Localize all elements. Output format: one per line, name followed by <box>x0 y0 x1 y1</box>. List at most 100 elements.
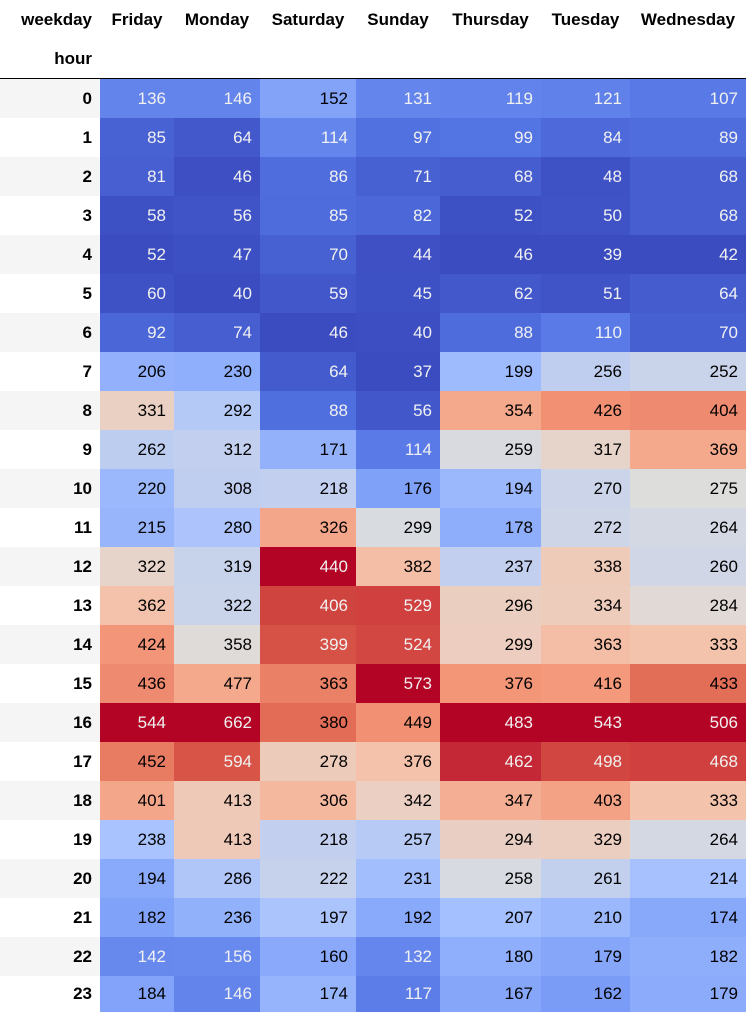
heatmap-cell: 51 <box>541 274 630 313</box>
heatmap-cell: 662 <box>174 703 260 742</box>
heatmap-cell: 286 <box>174 859 260 898</box>
heatmap-cell: 110 <box>541 313 630 352</box>
heatmap-cell: 86 <box>260 157 356 196</box>
heatmap-cell: 331 <box>100 391 174 430</box>
heatmap-cell: 477 <box>174 664 260 703</box>
column-header-sunday: Sunday <box>356 0 440 39</box>
heatmap-cell: 231 <box>356 859 440 898</box>
heatmap-cell: 64 <box>174 118 260 157</box>
row-header-hour: 17 <box>0 742 100 781</box>
heatmap-cell: 322 <box>100 547 174 586</box>
heatmap-cell: 261 <box>541 859 630 898</box>
heatmap-cell: 56 <box>356 391 440 430</box>
heatmap-cell: 506 <box>630 703 746 742</box>
index-header-blank <box>174 39 260 79</box>
heatmap-cell: 296 <box>440 586 541 625</box>
row-header-hour: 22 <box>0 937 100 976</box>
heatmap-cell: 194 <box>100 859 174 898</box>
heatmap-cell: 436 <box>100 664 174 703</box>
column-header-friday: Friday <box>100 0 174 39</box>
heatmap-cell: 174 <box>260 976 356 1012</box>
heatmap-cell: 192 <box>356 898 440 937</box>
heatmap-cell: 403 <box>541 781 630 820</box>
heatmap-cell: 70 <box>630 313 746 352</box>
heatmap-cell: 89 <box>630 118 746 157</box>
column-header-saturday: Saturday <box>260 0 356 39</box>
heatmap-cell: 237 <box>440 547 541 586</box>
heatmap-cell: 68 <box>630 157 746 196</box>
heatmap-cell: 215 <box>100 508 174 547</box>
heatmap-cell: 50 <box>541 196 630 235</box>
heatmap-cell: 174 <box>630 898 746 937</box>
heatmap-cell: 214 <box>630 859 746 898</box>
heatmap-cell: 452 <box>100 742 174 781</box>
heatmap-cell: 401 <box>100 781 174 820</box>
heatmap-cell: 162 <box>541 976 630 1012</box>
column-header-monday: Monday <box>174 0 260 39</box>
column-header-thursday: Thursday <box>440 0 541 39</box>
heatmap-cell: 146 <box>174 976 260 1012</box>
heatmap-cell: 433 <box>630 664 746 703</box>
row-header-hour: 16 <box>0 703 100 742</box>
heatmap-cell: 238 <box>100 820 174 859</box>
heatmap-cell: 114 <box>260 118 356 157</box>
heatmap-cell: 362 <box>100 586 174 625</box>
heatmap-cell: 333 <box>630 625 746 664</box>
heatmap-cell: 176 <box>356 469 440 508</box>
heatmap-cell: 230 <box>174 352 260 391</box>
heatmap-cell: 270 <box>541 469 630 508</box>
row-header-hour: 23 <box>0 976 100 1012</box>
heatmap-cell: 136 <box>100 79 174 119</box>
heatmap-cell: 326 <box>260 508 356 547</box>
heatmap-cell: 382 <box>356 547 440 586</box>
row-header-hour: 12 <box>0 547 100 586</box>
heatmap-cell: 199 <box>440 352 541 391</box>
heatmap-cell: 97 <box>356 118 440 157</box>
row-axis-name: hour <box>0 39 100 79</box>
row-header-hour: 5 <box>0 274 100 313</box>
heatmap-cell: 119 <box>440 79 541 119</box>
heatmap-cell: 256 <box>541 352 630 391</box>
heatmap-cell: 308 <box>174 469 260 508</box>
column-header-tuesday: Tuesday <box>541 0 630 39</box>
heatmap-cell: 179 <box>541 937 630 976</box>
heatmap-cell: 347 <box>440 781 541 820</box>
heatmap-cell: 218 <box>260 820 356 859</box>
heatmap-cell: 62 <box>440 274 541 313</box>
heatmap-cell: 88 <box>260 391 356 430</box>
heatmap-cell: 88 <box>440 313 541 352</box>
row-header-hour: 20 <box>0 859 100 898</box>
heatmap-cell: 483 <box>440 703 541 742</box>
heatmap-cell: 306 <box>260 781 356 820</box>
row-header-hour: 11 <box>0 508 100 547</box>
heatmap-cell: 260 <box>630 547 746 586</box>
heatmap-cell: 380 <box>260 703 356 742</box>
heatmap-cell: 46 <box>260 313 356 352</box>
heatmap-cell: 529 <box>356 586 440 625</box>
row-header-hour: 8 <box>0 391 100 430</box>
heatmap-cell: 146 <box>174 79 260 119</box>
heatmap-cell: 333 <box>630 781 746 820</box>
heatmap-cell: 376 <box>356 742 440 781</box>
heatmap-cell: 52 <box>100 235 174 274</box>
heatmap-cell: 132 <box>356 937 440 976</box>
index-header-blank <box>356 39 440 79</box>
heatmap-cell: 47 <box>174 235 260 274</box>
heatmap-cell: 121 <box>541 79 630 119</box>
heatmap-cell: 207 <box>440 898 541 937</box>
row-header-hour: 19 <box>0 820 100 859</box>
heatmap-cell: 264 <box>630 820 746 859</box>
heatmap-cell: 262 <box>100 430 174 469</box>
heatmap-cell: 449 <box>356 703 440 742</box>
heatmap-cell: 64 <box>260 352 356 391</box>
heatmap-cell: 342 <box>356 781 440 820</box>
heatmap-cell: 64 <box>630 274 746 313</box>
heatmap-cell: 59 <box>260 274 356 313</box>
